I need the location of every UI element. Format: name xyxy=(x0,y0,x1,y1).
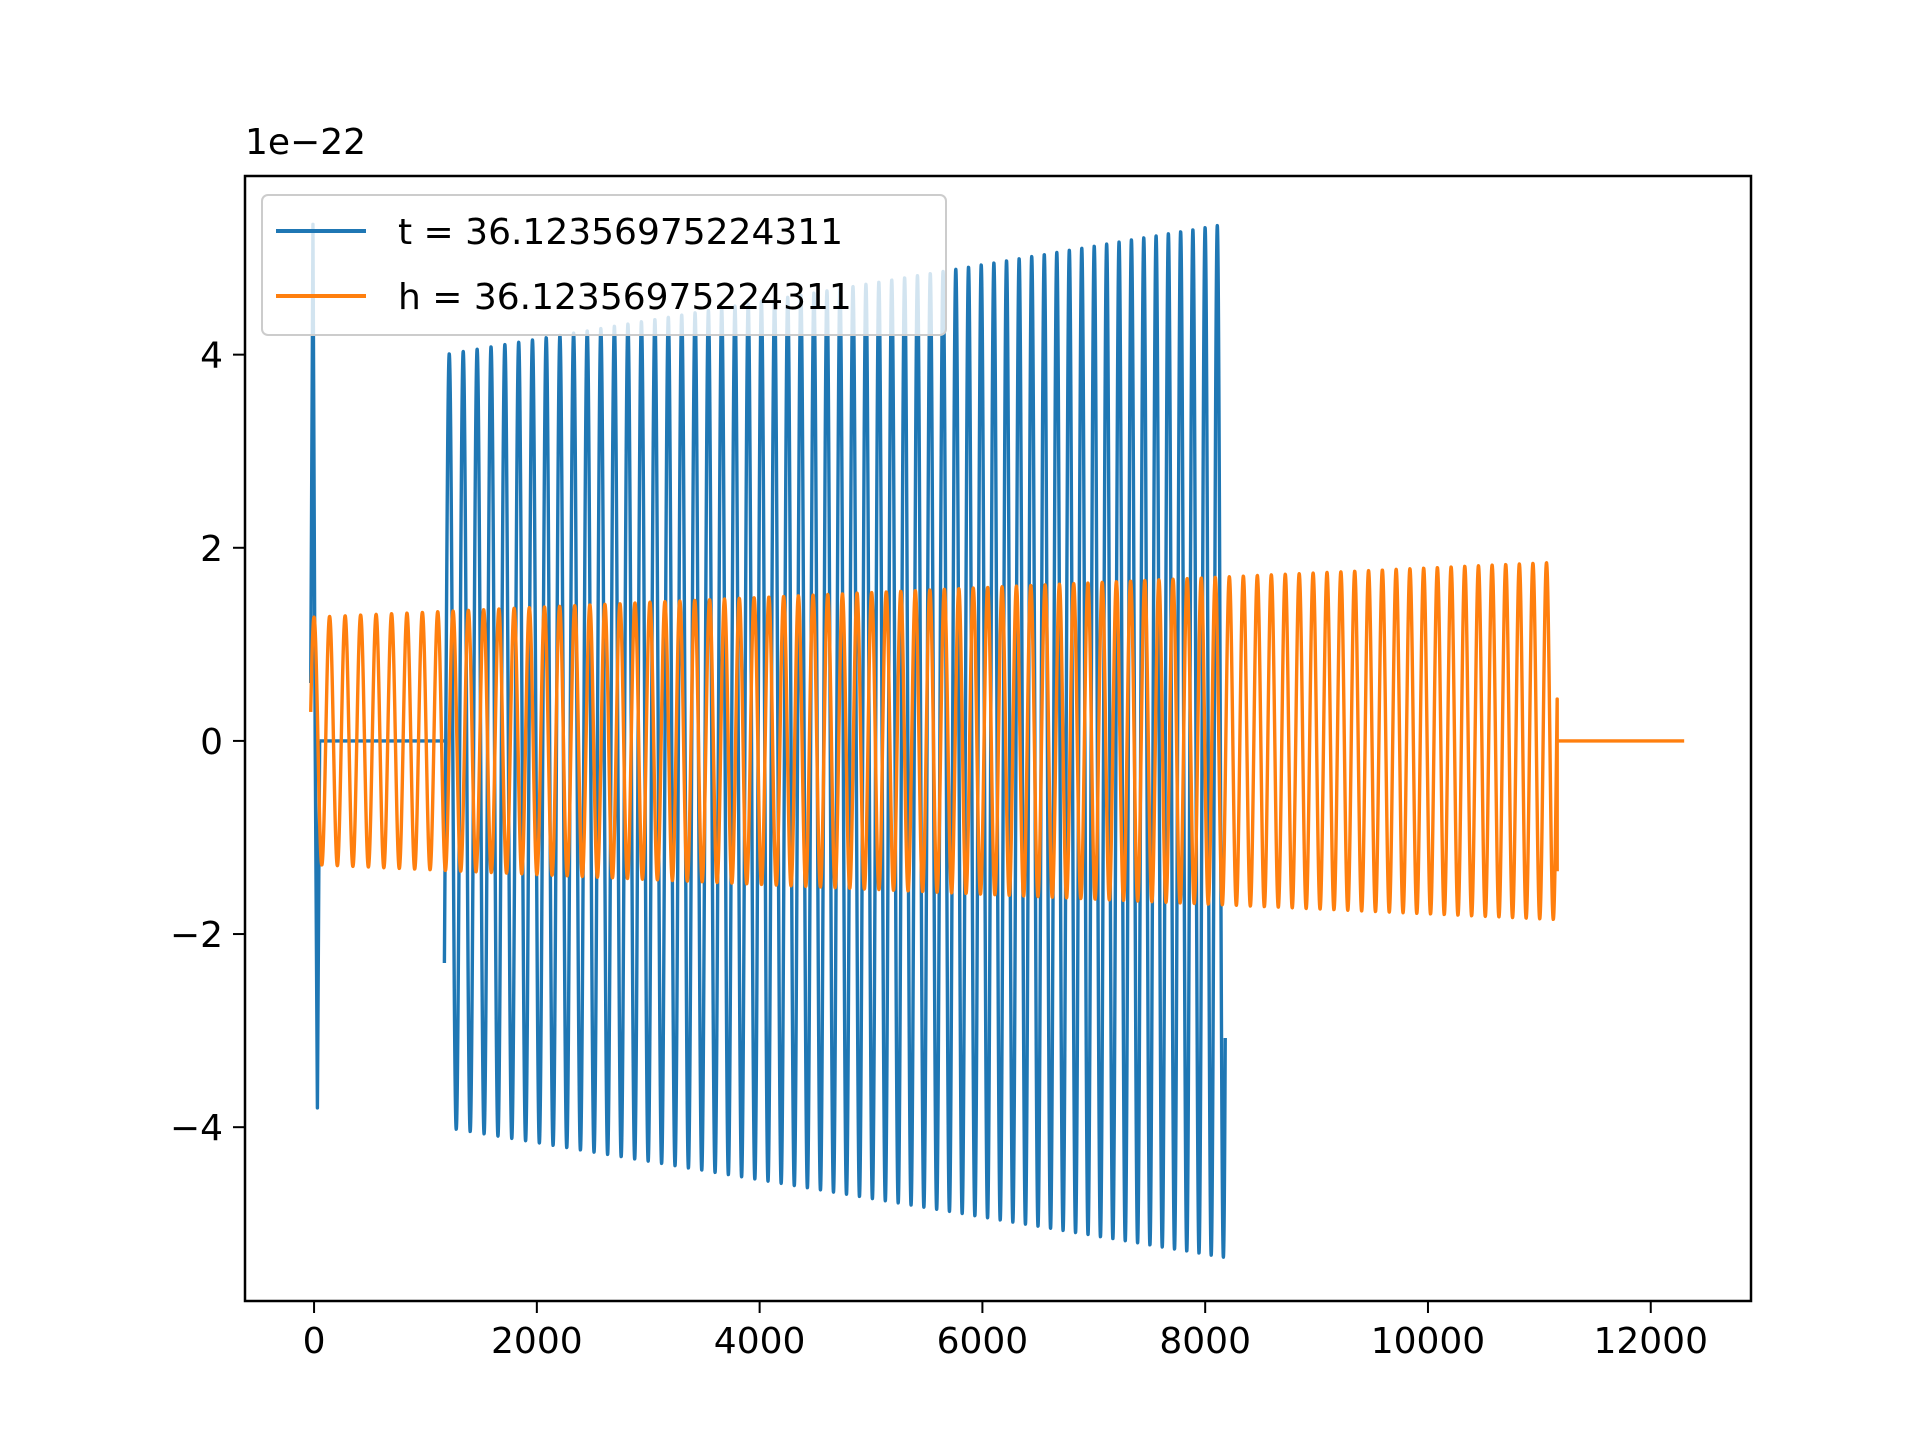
y-tick-label: −2 xyxy=(170,915,223,956)
axes-frame xyxy=(243,174,1753,1303)
x-tick-label: 0 xyxy=(303,1321,326,1362)
series-0-waveform xyxy=(442,223,1227,1259)
x-tick-label: 8000 xyxy=(1159,1321,1251,1362)
x-tick-label: 2000 xyxy=(491,1321,583,1362)
y-tick-label: 0 xyxy=(200,722,223,763)
y-tick-label: 4 xyxy=(200,336,223,377)
legend-label: t = 36.12356975224311 xyxy=(398,212,843,253)
plot-lines xyxy=(309,222,1685,1259)
legend-label: h = 36.12356975224311 xyxy=(398,277,852,318)
series-1-waveform xyxy=(309,561,1559,922)
y-tick-label: −4 xyxy=(170,1108,223,1149)
legend: t = 36.12356975224311 h = 36.123569752243… xyxy=(261,194,947,336)
y-offset-label: 1e−22 xyxy=(245,122,366,163)
y-axis-ticks: −4 −2 0 2 4 xyxy=(170,336,245,1149)
x-tick-label: 4000 xyxy=(714,1321,806,1362)
x-tick-label: 12000 xyxy=(1593,1321,1708,1362)
series-1 xyxy=(309,561,1685,922)
series-0-segment xyxy=(309,222,322,1110)
x-tick-label: 6000 xyxy=(937,1321,1029,1362)
x-axis-ticks: 0 2000 4000 6000 8000 10000 12000 xyxy=(303,1301,1708,1362)
legend-box xyxy=(261,194,947,336)
y-tick-label: 2 xyxy=(200,529,223,570)
x-tick-label: 10000 xyxy=(1371,1321,1486,1362)
